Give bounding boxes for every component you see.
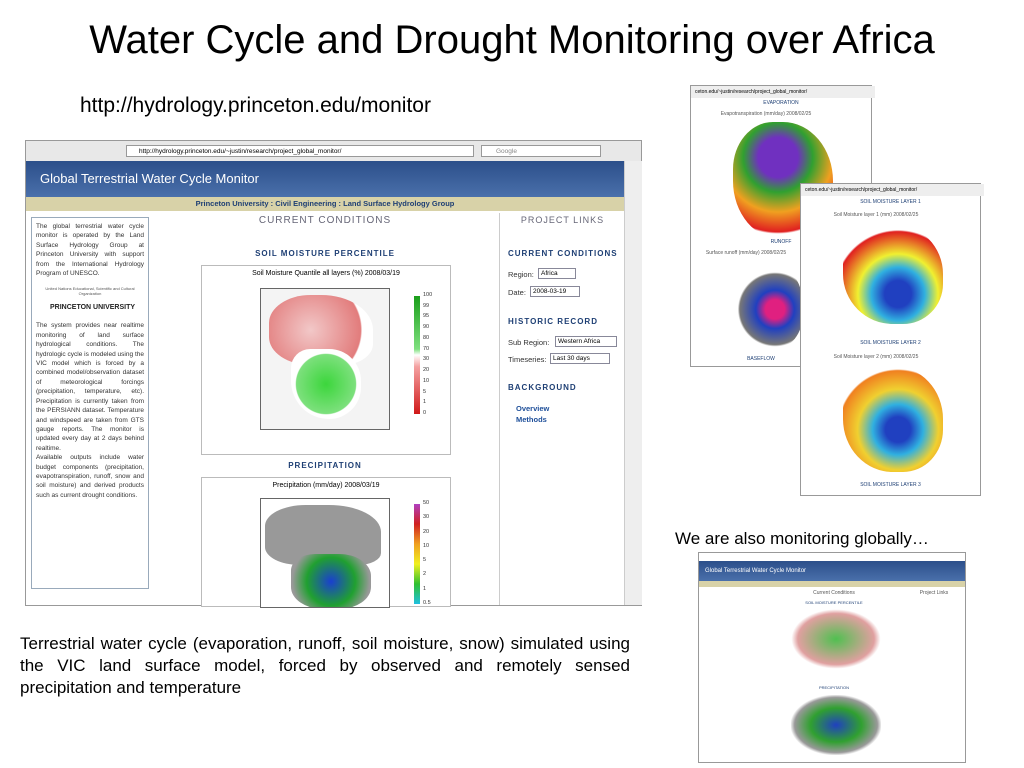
label: Date: xyxy=(508,288,526,297)
date-select[interactable]: 2008-03-19 xyxy=(530,286,580,297)
panel-heading: BASEFLOW xyxy=(747,356,775,362)
map-image xyxy=(843,366,943,472)
thumbnail-soil: ceton.edu/~justin/research/project_globa… xyxy=(800,183,984,496)
map-title: Evapotranspiration (mm/day) 2008/02/25 xyxy=(720,111,812,117)
map-title: Soil Moisture layer 1 (mm) 2008/02/25 xyxy=(833,212,919,218)
soil-map: Soil Moisture Quantile all layers (%) 20… xyxy=(201,265,451,455)
legend-label: 30 xyxy=(423,514,430,521)
address-bar: ceton.edu/~justin/research/project_globa… xyxy=(691,86,875,98)
center-heading: Current Conditions xyxy=(813,590,855,596)
legend-label: 0.5 xyxy=(423,600,431,606)
legend-label: 5 xyxy=(423,557,427,564)
map-frame xyxy=(260,288,390,430)
system-text: The system provides near realtime monito… xyxy=(36,322,144,452)
panel-heading: SOIL MOISTURE LAYER 2 xyxy=(860,340,921,346)
legend-bar xyxy=(414,296,420,414)
legend-label: 90 xyxy=(423,324,430,331)
legend-label: 1 xyxy=(423,399,427,406)
legend: 100 99 95 90 80 70 30 20 10 5 1 0 xyxy=(423,292,443,416)
legend-label: 99 xyxy=(423,302,430,309)
legend-label: 95 xyxy=(423,313,430,320)
section-heading: SOIL MOISTURE PERCENTILE xyxy=(805,600,863,605)
intro-text: The global terrestrial water cycle monit… xyxy=(36,223,144,278)
map-image xyxy=(791,609,881,669)
legend-label: 80 xyxy=(423,334,430,341)
legend-label: 70 xyxy=(423,345,430,352)
nav-link[interactable]: Overview xyxy=(516,404,550,413)
panel-heading: SOIL MOISTURE LAYER 3 xyxy=(860,482,921,488)
section-heading: CURRENT CONDITIONS xyxy=(508,249,618,258)
map-image xyxy=(791,695,881,755)
legend-bar xyxy=(414,504,420,604)
label: Region: xyxy=(508,270,534,279)
link-list: Overview Methods xyxy=(508,404,549,426)
legend-label: 100 xyxy=(423,292,433,298)
princeton-logo: PRINCETON UNIVERSITY xyxy=(50,304,136,312)
site-header: Global Terrestrial Water Cycle Monitor xyxy=(699,561,965,581)
legend-label: 50 xyxy=(423,500,430,506)
slide-title: Water Cycle and Drought Monitoring over … xyxy=(89,18,935,62)
precip-map: Precipitation (mm/day) 2008/03/19 50 30 20… xyxy=(201,477,451,608)
scrollbar[interactable] xyxy=(624,161,642,605)
section-heading: PRECIPITATION xyxy=(818,685,850,690)
map-title: Soil Moisture layer 2 (mm) 2008/02/25 xyxy=(833,354,919,360)
section-heading: HISTORIC RECORD xyxy=(508,317,598,326)
legend-label: 30 xyxy=(423,356,430,363)
outputs-text: Available outputs include water budget c… xyxy=(36,454,144,499)
legend-label: 2 xyxy=(423,571,427,578)
panel-heading: SOIL MOISTURE LAYER 1 xyxy=(860,199,921,205)
address-bar[interactable]: http://hydrology.princeton.edu/~justin/r… xyxy=(126,145,474,157)
global-caption: We are also monitoring globally… xyxy=(675,529,929,548)
browser-window: http://hydrology.princeton.edu/~justin/r… xyxy=(25,140,642,608)
map-image xyxy=(843,224,943,324)
search-box[interactable]: Google xyxy=(481,145,601,157)
label: Sub Region: xyxy=(508,338,550,347)
unesco-logo: United Nations Educational, Scientific a… xyxy=(45,286,135,297)
section-heading: BACKGROUND xyxy=(508,383,577,392)
legend-label: 10 xyxy=(423,377,430,384)
legend-label: 20 xyxy=(423,367,430,374)
legend-label: 10 xyxy=(423,542,430,549)
panel-heading: RUNOFF xyxy=(770,239,792,245)
map-title: Soil Moisture Quantile all layers (%) 20… xyxy=(252,270,400,277)
description: Terrestrial water cycle (evaporation, ru… xyxy=(20,634,630,697)
legend: 50 30 20 10 5 2 1 0.5 xyxy=(423,500,443,606)
links-heading: Project Links xyxy=(919,590,949,596)
site-header: Global Terrestrial Water Cycle Monitor xyxy=(26,161,624,197)
subregion-select[interactable]: Western Africa xyxy=(555,336,617,347)
map-image xyxy=(733,261,803,349)
section-heading: SOIL MOISTURE PERCENTILE xyxy=(255,249,395,258)
right-column: PROJECT LINKS CURRENT CONDITIONS Region:… xyxy=(499,213,625,605)
legend-label: 5 xyxy=(423,388,427,395)
links-heading: PROJECT LINKS xyxy=(520,215,605,225)
center-heading: CURRENT CONDITIONS xyxy=(258,215,392,226)
section-heading: PRECIPITATION xyxy=(288,461,362,470)
nav-link[interactable]: Methods xyxy=(516,415,547,424)
address-bar: ceton.edu/~justin/research/project_globa… xyxy=(801,184,984,196)
legend-label: 0 xyxy=(423,410,427,416)
map-title: Precipitation (mm/day) 2008/03/19 xyxy=(272,482,380,489)
map-frame xyxy=(260,498,390,608)
label: Timeseries: xyxy=(508,355,547,364)
legend-label: 20 xyxy=(423,528,430,535)
timeseries-select[interactable]: Last 30 days xyxy=(550,353,610,364)
map-title: Surface runoff (mm/day) 2008/02/25 xyxy=(705,250,787,256)
panel-heading: EVAPORATION xyxy=(763,100,799,106)
legend-label: 1 xyxy=(423,585,427,592)
thumbnail-global: Global Terrestrial Water Cycle Monitor C… xyxy=(698,552,966,763)
left-column: The global terrestrial water cycle monit… xyxy=(31,217,149,589)
region-select[interactable]: Africa xyxy=(538,268,576,279)
url: http://hydrology.princeton.edu/monitor xyxy=(80,94,431,117)
site-subheader: Princeton University : Civil Engineering… xyxy=(26,197,624,211)
